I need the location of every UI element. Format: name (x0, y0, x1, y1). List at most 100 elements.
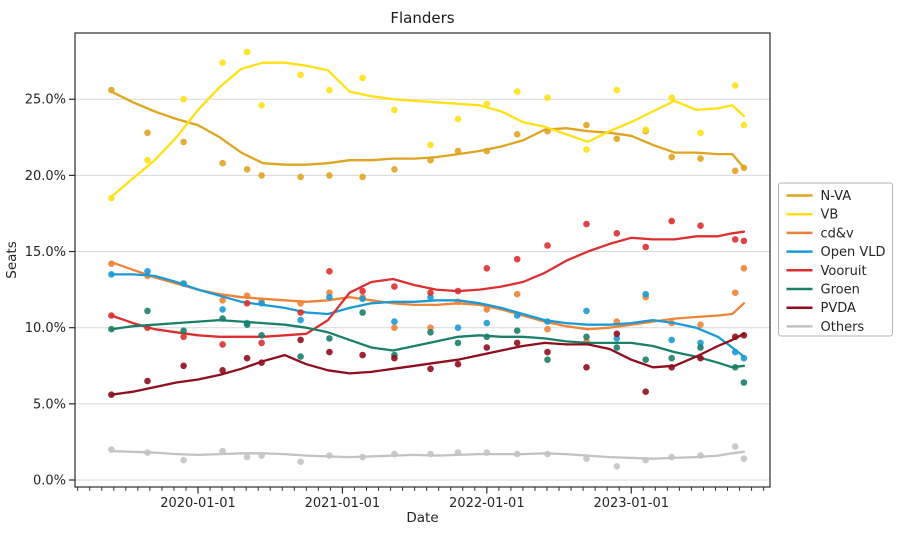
poll-dot-vb (454, 115, 462, 123)
poll-dot-others (668, 453, 675, 461)
poll-dot-vooruit (513, 255, 521, 263)
poll-dot-openvld (731, 348, 739, 356)
poll-dot-groen (144, 307, 151, 315)
poll-dot-nva (583, 121, 590, 129)
poll-dot-nva (483, 147, 491, 155)
trend-line-nva (110, 90, 746, 169)
poll-dot-pvda (544, 348, 551, 356)
poll-dot-cdv (391, 324, 398, 332)
legend-item-cdv: cd&v (786, 226, 854, 241)
poll-dot-pvda (297, 336, 304, 344)
poll-dot-vooruit (544, 242, 551, 249)
poll-dot-groen (219, 315, 226, 322)
poll-dot-vooruit (297, 309, 304, 316)
poll-dot-vb (544, 94, 551, 101)
poll-dot-others (258, 452, 265, 459)
y-axis-label: Seats (4, 241, 20, 278)
poll-dot-others (731, 443, 739, 450)
poll-dot-pvda (219, 367, 226, 374)
poll-dot-openvld (359, 295, 366, 303)
poll-dot-openvld (108, 271, 115, 278)
grid-layer (75, 98, 770, 481)
poll-dot-vooruit (219, 341, 226, 348)
legend-item-groen: Groen (786, 283, 860, 298)
poll-dot-cdv (483, 306, 491, 313)
poll-dot-groen (326, 335, 333, 342)
poll-dot-vb (668, 94, 675, 101)
poll-dot-pvda (359, 351, 366, 359)
legend-label-groen: Groen (821, 283, 860, 298)
axis-ticks: 0.0% 5.0% 10.0% 15.0% 20.0% 25.0% 2020-01-01 20… (25, 93, 765, 511)
poll-dot-pvda (513, 339, 521, 347)
poll-dot-others (391, 450, 398, 458)
poll-dot-vooruit (731, 236, 739, 243)
poll-dot-others (144, 449, 151, 456)
poll-dot-vooruit (668, 217, 675, 225)
poll-dot-nva (427, 156, 434, 164)
legend-label-others: Others (821, 320, 865, 335)
poll-dot-pvda (326, 348, 333, 356)
poll-dot-others (697, 452, 704, 459)
poll-dot-openvld (513, 312, 521, 319)
poll-dot-others (740, 455, 748, 463)
trend-line-vb (110, 61, 746, 198)
poll-dot-vooruit (697, 222, 704, 229)
legend-box (778, 182, 893, 337)
poll-dot-pvda (613, 330, 621, 338)
legend-item-openvld: Open VLD (786, 245, 886, 260)
poll-dot-cdv (731, 289, 739, 297)
poll-dot-groen (613, 344, 621, 351)
poll-dot-openvld (668, 336, 675, 344)
poll-dot-groen (297, 353, 304, 360)
poll-dot-vooruit (258, 339, 265, 347)
legend-item-nva: N-VA (786, 189, 851, 204)
y-tick-label: 10.0% (25, 321, 66, 336)
poll-dot-cdv (513, 290, 521, 298)
poll-dot-pvda (180, 362, 187, 370)
poll-dot-groen (427, 329, 434, 336)
poll-dot-cdv (297, 300, 304, 307)
poll-dot-nva (391, 166, 398, 173)
poll-dot-nva (544, 127, 551, 135)
trend-line-others (110, 449, 746, 460)
poll-dot-nva (513, 131, 521, 138)
poll-dot-others (297, 458, 304, 466)
poll-dot-cdv (697, 321, 704, 329)
poll-dot-groen (642, 356, 649, 364)
poll-dot-pvda (731, 333, 739, 341)
poll-dot-vooruit (454, 287, 462, 295)
poll-dot-vb (642, 126, 649, 133)
poll-dot-nva (144, 129, 151, 137)
poll-dot-pvda (583, 364, 590, 371)
chart-title: Flanders (390, 9, 454, 27)
legend-item-vb: VB (786, 208, 838, 223)
legend-item-vooruit: Vooruit (786, 264, 867, 279)
poll-dot-cdv (243, 292, 251, 300)
poll-dot-groen (697, 344, 704, 351)
poll-dot-others (180, 456, 187, 464)
legend-item-others: Others (786, 320, 865, 335)
legend: N-VA VB cd&v Open VLD Vooruit Groen PVDA Others (778, 182, 893, 337)
poll-dot-others (326, 452, 333, 459)
poll-dot-nva (108, 86, 115, 94)
trend-line-openvld (110, 273, 746, 358)
y-tick-label: 25.0% (25, 93, 66, 108)
poll-dot-groen (668, 354, 675, 362)
poll-dot-vb (219, 59, 226, 66)
poll-dot-openvld (258, 300, 265, 307)
y-tick-label: 5.0% (33, 397, 66, 412)
poll-dot-vooruit (359, 287, 366, 295)
poll-dot-nva (359, 173, 366, 181)
poll-dot-groen (243, 321, 251, 329)
poll-dot-nva (740, 164, 748, 172)
legend-label-pvda: PVDA (821, 301, 857, 316)
poll-dot-vooruit (180, 333, 187, 341)
poll-dot-groen (483, 333, 491, 341)
poll-dot-nva (297, 173, 304, 181)
trend-line-cdv (110, 261, 746, 331)
poll-dot-vb (258, 102, 265, 109)
legend-label-vooruit: Vooruit (821, 264, 867, 279)
trend-line-vooruit (110, 230, 746, 338)
